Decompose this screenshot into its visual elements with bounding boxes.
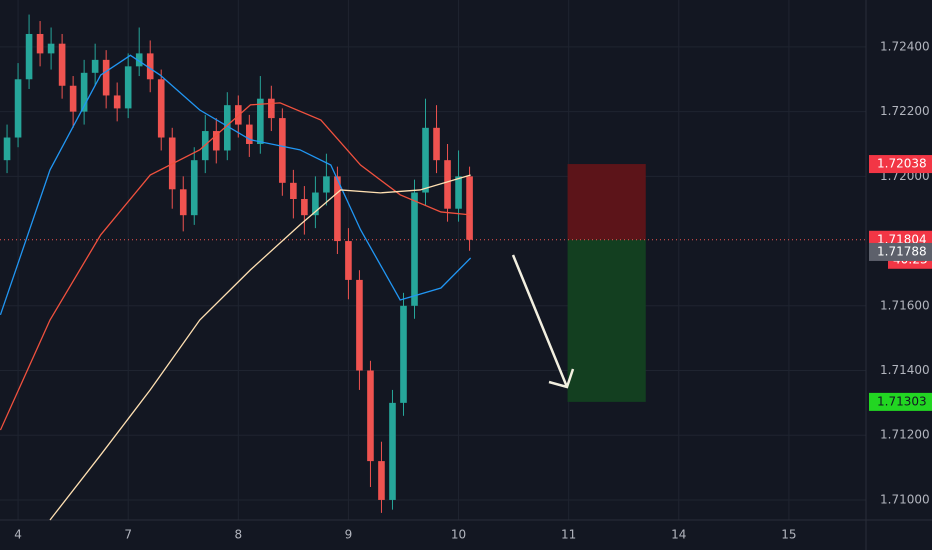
candle-body (378, 461, 385, 500)
price-label: 1.72038 (877, 157, 927, 171)
candle-body (124, 66, 132, 109)
price-label: 1.71804 (877, 232, 927, 246)
y-tick-label: 1.71200 (880, 428, 930, 442)
candle-body (389, 402, 396, 500)
candle-body (36, 33, 44, 54)
candle-body (58, 43, 66, 86)
candle-body (257, 98, 264, 144)
candle-body (69, 85, 77, 112)
candle-body (113, 95, 121, 109)
price-label-bg (869, 392, 932, 411)
x-tick-label: 15 (781, 528, 796, 542)
arrow (511, 254, 575, 389)
moving-average (0, 102, 471, 431)
candle-body (466, 176, 473, 240)
price-label: 1.71788 (877, 244, 927, 258)
x-tick-label: 8 (234, 528, 242, 542)
candle-body (411, 192, 418, 306)
x-tick-label: 11 (561, 528, 576, 542)
candle-body (212, 131, 220, 151)
target-zone (567, 239, 646, 402)
price-label: 1.71303 (877, 394, 927, 408)
candle-body (146, 53, 154, 80)
candle-body (246, 124, 253, 144)
candle-body (279, 118, 286, 183)
candle-body (179, 189, 187, 216)
x-tick-label: 10 (451, 528, 466, 542)
price-label-bg (869, 242, 932, 261)
x-tick-label: 14 (671, 528, 686, 542)
candle-body (444, 160, 451, 209)
candle-body (223, 105, 231, 151)
candle-body (356, 279, 363, 371)
y-tick-label: 1.72200 (880, 104, 930, 118)
candle-body (80, 72, 88, 112)
candle-body (345, 241, 352, 280)
candle-body (334, 176, 341, 242)
y-tick-label: 1.71600 (880, 298, 930, 312)
candle-body (47, 43, 55, 54)
moving-average (0, 54, 472, 316)
candle-body (190, 160, 198, 216)
candle-body (312, 192, 319, 216)
candle-body (301, 199, 308, 216)
candle-body (14, 79, 22, 138)
candle-body (367, 370, 374, 462)
candle-body (422, 127, 429, 193)
candle-body (400, 305, 407, 403)
candle-body (323, 176, 330, 193)
candle-body (25, 33, 33, 80)
stop-zone (567, 164, 646, 240)
moving-average (49, 174, 471, 521)
candle-body (268, 98, 275, 119)
price-label-bg (869, 155, 932, 174)
candle-body (102, 59, 110, 96)
candle-body (3, 137, 11, 161)
candle-body (135, 53, 143, 67)
y-tick-label: 1.71000 (880, 492, 930, 506)
y-tick-label: 1.71400 (880, 363, 930, 377)
candle-body (157, 79, 165, 138)
x-tick-label: 7 (124, 528, 132, 542)
x-tick-label: 9 (345, 528, 353, 542)
candle-body (455, 176, 462, 209)
candle-body (433, 127, 440, 161)
x-tick-label: 4 (14, 528, 22, 542)
candle-body (290, 182, 297, 200)
candle-body (91, 59, 99, 73)
y-tick-label: 1.72400 (880, 39, 930, 53)
